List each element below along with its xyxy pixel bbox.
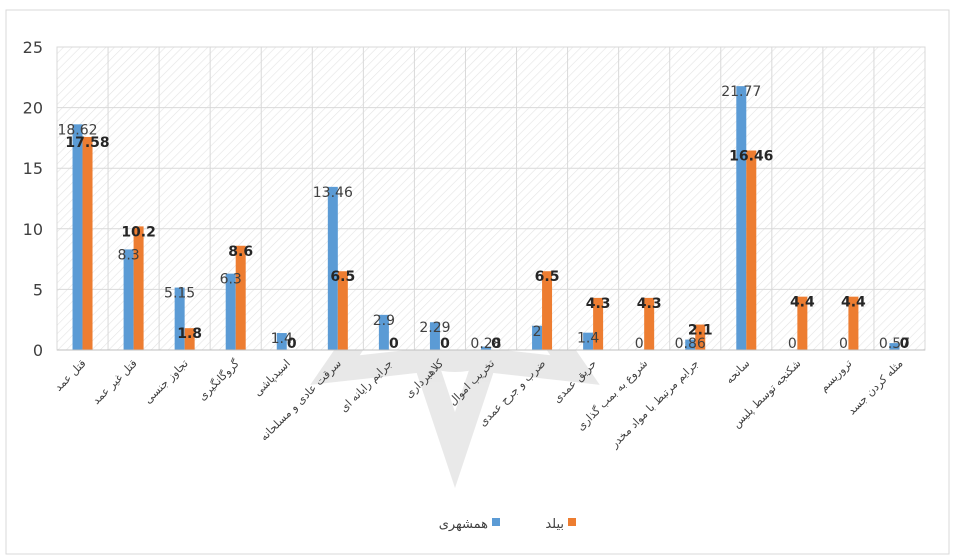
- data-label: 8.6: [228, 244, 253, 260]
- bar-bild: [235, 245, 246, 350]
- data-label: 0.86: [675, 336, 706, 352]
- y-tick-label: 0: [33, 341, 43, 360]
- data-label: 0.57: [879, 336, 910, 352]
- data-label: 0: [440, 336, 450, 352]
- data-label: 0: [389, 336, 399, 352]
- bar-hamshahri: [889, 343, 900, 350]
- bar-bild: [797, 296, 808, 350]
- data-label: 8.3: [117, 247, 139, 263]
- bar-hamshahri: [378, 314, 389, 350]
- bar-bild: [593, 297, 604, 350]
- data-label: 18.62: [57, 122, 97, 138]
- data-label: 0: [491, 336, 501, 352]
- bar-hamshahri: [481, 346, 491, 350]
- data-label: 0: [839, 336, 848, 352]
- bar-hamshahri: [225, 273, 236, 350]
- legend-swatch: [492, 518, 500, 526]
- bar-bild: [184, 328, 195, 350]
- bar-hamshahri: [532, 325, 543, 350]
- data-label: 6.3: [220, 272, 242, 288]
- chart-border: [5, 9, 950, 555]
- legend-label: همشهری: [439, 517, 488, 532]
- data-label: 16.46: [729, 149, 773, 165]
- bar-hamshahri: [736, 86, 747, 351]
- data-label: 4.3: [637, 296, 662, 312]
- data-label: 0: [788, 336, 797, 352]
- bar-bild: [542, 271, 553, 350]
- data-label: 2.1: [688, 323, 713, 339]
- data-label: 6.5: [535, 269, 560, 285]
- bar-hamshahri: [174, 287, 185, 350]
- legend-label: بیلد: [545, 517, 564, 532]
- data-label: 2.9: [373, 313, 395, 329]
- bar-bild: [644, 297, 655, 350]
- data-label: 4.4: [841, 295, 866, 311]
- bar-hamshahri: [429, 322, 440, 350]
- bar-hamshahri: [276, 333, 287, 350]
- data-label: 0: [635, 336, 644, 352]
- data-label: 4.3: [586, 296, 611, 312]
- y-axis: 0 5 10 15 20 25: [23, 38, 43, 360]
- data-label: 5.15: [164, 286, 195, 302]
- x-tick-label: جرایم مرتبط با مواد مخدر: [607, 357, 701, 451]
- x-tick-label: تجاوز جنسی: [141, 357, 190, 406]
- data-label: 1.8: [177, 326, 202, 342]
- bar-bild: [133, 226, 144, 350]
- data-label: 2.29: [419, 320, 450, 336]
- data-label: 1.4: [577, 331, 599, 347]
- bars: [72, 86, 900, 351]
- y-tick-label: 10: [23, 220, 43, 239]
- bar-bild: [746, 150, 757, 350]
- x-tick-label: گروگانگیری: [196, 356, 243, 403]
- data-label: 6.5: [330, 269, 355, 285]
- data-label: 10.2: [121, 224, 156, 240]
- data-label: 13.46: [313, 185, 353, 201]
- y-tick-label: 15: [23, 159, 43, 178]
- x-tick-label: اسیدپاشی: [251, 357, 293, 399]
- bar-hamshahri: [583, 332, 594, 350]
- bar-hamshahri: [123, 249, 134, 350]
- plot-area: [56, 46, 926, 351]
- y-tick-label: 25: [23, 38, 43, 57]
- data-labels: 18.628.35.156.31.413.462.9 2.290.282 1.4 0 0…: [57, 84, 910, 352]
- data-label: 0.28: [470, 336, 501, 352]
- data-label: 21.77: [721, 84, 761, 100]
- y-tick-label: 5: [33, 280, 43, 299]
- bar-bild: [337, 271, 348, 350]
- data-label: 0: [287, 336, 297, 352]
- bar-bild: [82, 136, 93, 350]
- bar-hamshahri: [685, 339, 696, 350]
- y-tick-label: 20: [23, 99, 43, 118]
- x-tick-label: قتل عمد: [52, 357, 89, 394]
- x-tick-label: تروریسم: [817, 357, 854, 394]
- data-label: 0: [900, 336, 910, 352]
- bar-hamshahri: [327, 186, 338, 350]
- bar-bild: [695, 324, 706, 350]
- data-label: 2: [533, 324, 542, 340]
- legend-swatch: [568, 518, 576, 526]
- x-tick-label: قتل غیر عمد: [90, 357, 140, 407]
- legend: بیلد همشهری: [439, 517, 576, 532]
- x-tick-label: سانحه: [723, 357, 752, 386]
- data-label: 4.4: [790, 295, 815, 311]
- data-label: 17.58: [65, 135, 109, 151]
- bar-bild: [848, 296, 859, 350]
- bar-hamshahri: [72, 124, 83, 351]
- x-axis: قتل عمد قتل غیر عمد تجاوز جنسی گروگانگیری اس…: [52, 349, 925, 451]
- data-label: 1.4: [271, 331, 293, 347]
